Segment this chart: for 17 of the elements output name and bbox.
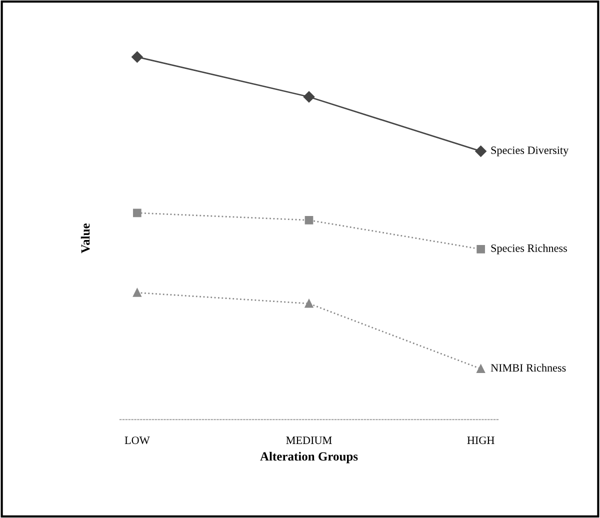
x-axis-title: Alteration Groups <box>260 452 358 464</box>
point <box>303 91 315 102</box>
point <box>133 288 142 297</box>
x-tick-label: HIGH <box>467 436 494 444</box>
point <box>476 364 485 373</box>
point <box>133 208 142 218</box>
series-label: Species Diversity <box>491 146 569 156</box>
point <box>304 299 314 308</box>
point <box>475 146 486 157</box>
series-label: NIMBI Richness <box>490 364 566 372</box>
y-axis-title: Value <box>80 224 90 254</box>
point <box>476 244 485 254</box>
series-label: Species Richness <box>491 244 567 254</box>
x-tick-label: LOW <box>124 436 150 444</box>
point <box>304 216 314 224</box>
x-tick-label: MEDIUM <box>286 436 332 444</box>
point <box>132 51 143 63</box>
